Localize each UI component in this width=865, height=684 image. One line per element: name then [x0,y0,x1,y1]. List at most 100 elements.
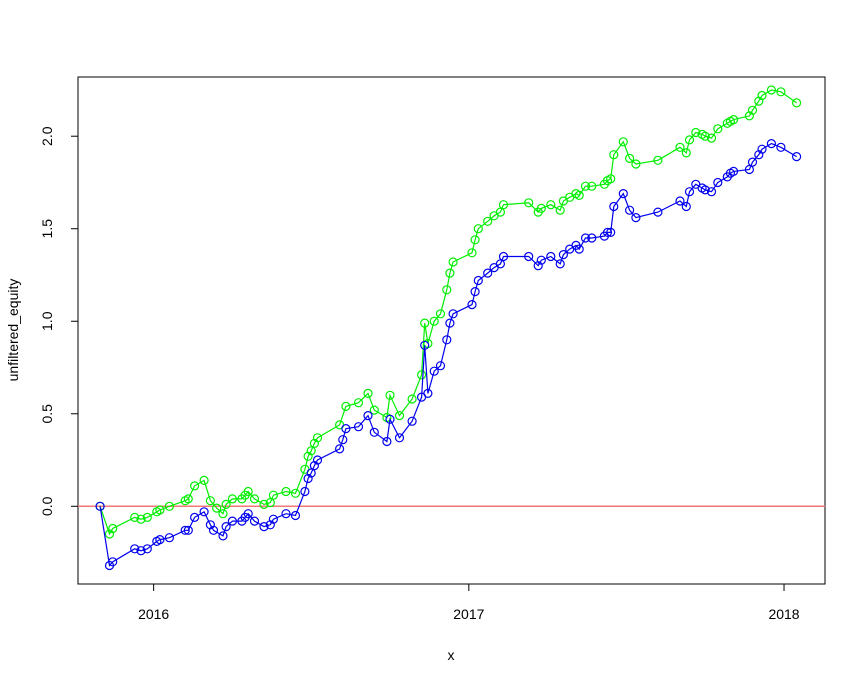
data-point [700,131,710,141]
data-point [524,198,534,208]
y-axis-label: unfiltered_equity [5,279,21,382]
data-point [653,207,663,217]
data-point [142,512,152,523]
data-point [609,150,619,160]
data-point [747,105,758,115]
data-point [309,438,319,448]
data-point [382,436,392,447]
data-point [249,516,260,526]
data-point [420,340,430,350]
data-point [435,309,446,319]
data-point [259,521,269,532]
data-point [394,411,405,421]
data-point [766,139,777,149]
data-point [341,424,351,434]
data-point [691,127,701,138]
series-0 [95,85,802,539]
data-point [757,90,767,101]
data-point [164,501,174,511]
y-tick-label: 0.5 [39,404,55,424]
data-point [221,521,231,532]
data-point [744,164,755,175]
data-point [306,446,316,456]
data-point [180,525,190,535]
data-point [445,318,455,328]
data-point [533,261,543,271]
data-point [385,390,395,400]
data-point [580,181,591,191]
data-point [587,233,597,243]
data-point [309,461,319,471]
series-line [99,89,797,536]
data-point [606,174,616,184]
data-point [130,544,140,554]
data-point [265,498,275,508]
data-point [353,422,364,432]
data-point [268,490,278,500]
data-point [338,435,348,445]
data-point [609,201,619,212]
data-point [300,486,310,497]
data-point [495,207,505,217]
data-point [394,433,405,443]
data-point [536,203,546,213]
data-point [574,190,584,200]
data-point [303,451,313,461]
data-point [728,166,739,176]
data-point [498,251,509,262]
data-point [108,557,118,567]
data-point [227,494,237,504]
data-point [429,366,439,376]
data-point [108,523,118,534]
data-point [473,224,483,234]
data-point [306,468,316,478]
data-point [706,187,717,197]
data-point [407,416,417,426]
series-line [99,142,797,567]
data-point [467,248,477,258]
data-point [190,512,200,523]
data-point [303,473,313,484]
data-point [423,388,433,398]
data-point [442,285,452,295]
data-point [473,275,483,286]
data-point [281,509,291,519]
data-point [249,494,260,504]
x-tick-label: 2016 [138,606,169,622]
data-point [776,87,786,97]
y-tick-label: 1.5 [39,219,55,239]
data-point [130,512,140,523]
data-point [631,159,641,169]
data-point [700,185,710,195]
data-point [227,516,237,526]
x-tick-label: 2018 [768,606,799,622]
data-point [205,520,215,530]
data-point [684,135,695,145]
data-point [259,499,269,509]
data-point [265,520,275,530]
data-point [558,250,569,260]
data-point [164,533,174,543]
x-axis: 2016 2017 2018 [138,584,800,622]
data-point [624,153,635,163]
data-point [205,496,215,506]
data-point [335,444,345,454]
data-point [183,494,193,504]
data-point [653,155,663,165]
data-point [675,196,685,206]
data-point [470,287,480,297]
data-point [675,142,685,152]
data-point [631,213,641,223]
data-point [791,98,802,108]
data-point [536,255,546,265]
data-point [448,257,458,267]
data-point [574,244,584,254]
data-point [681,148,691,158]
data-point [524,251,534,262]
data-point [95,501,105,511]
data-point [208,525,219,535]
data-point [429,316,439,326]
data-point [312,455,323,465]
data-point [747,157,758,167]
data-point [587,181,597,191]
